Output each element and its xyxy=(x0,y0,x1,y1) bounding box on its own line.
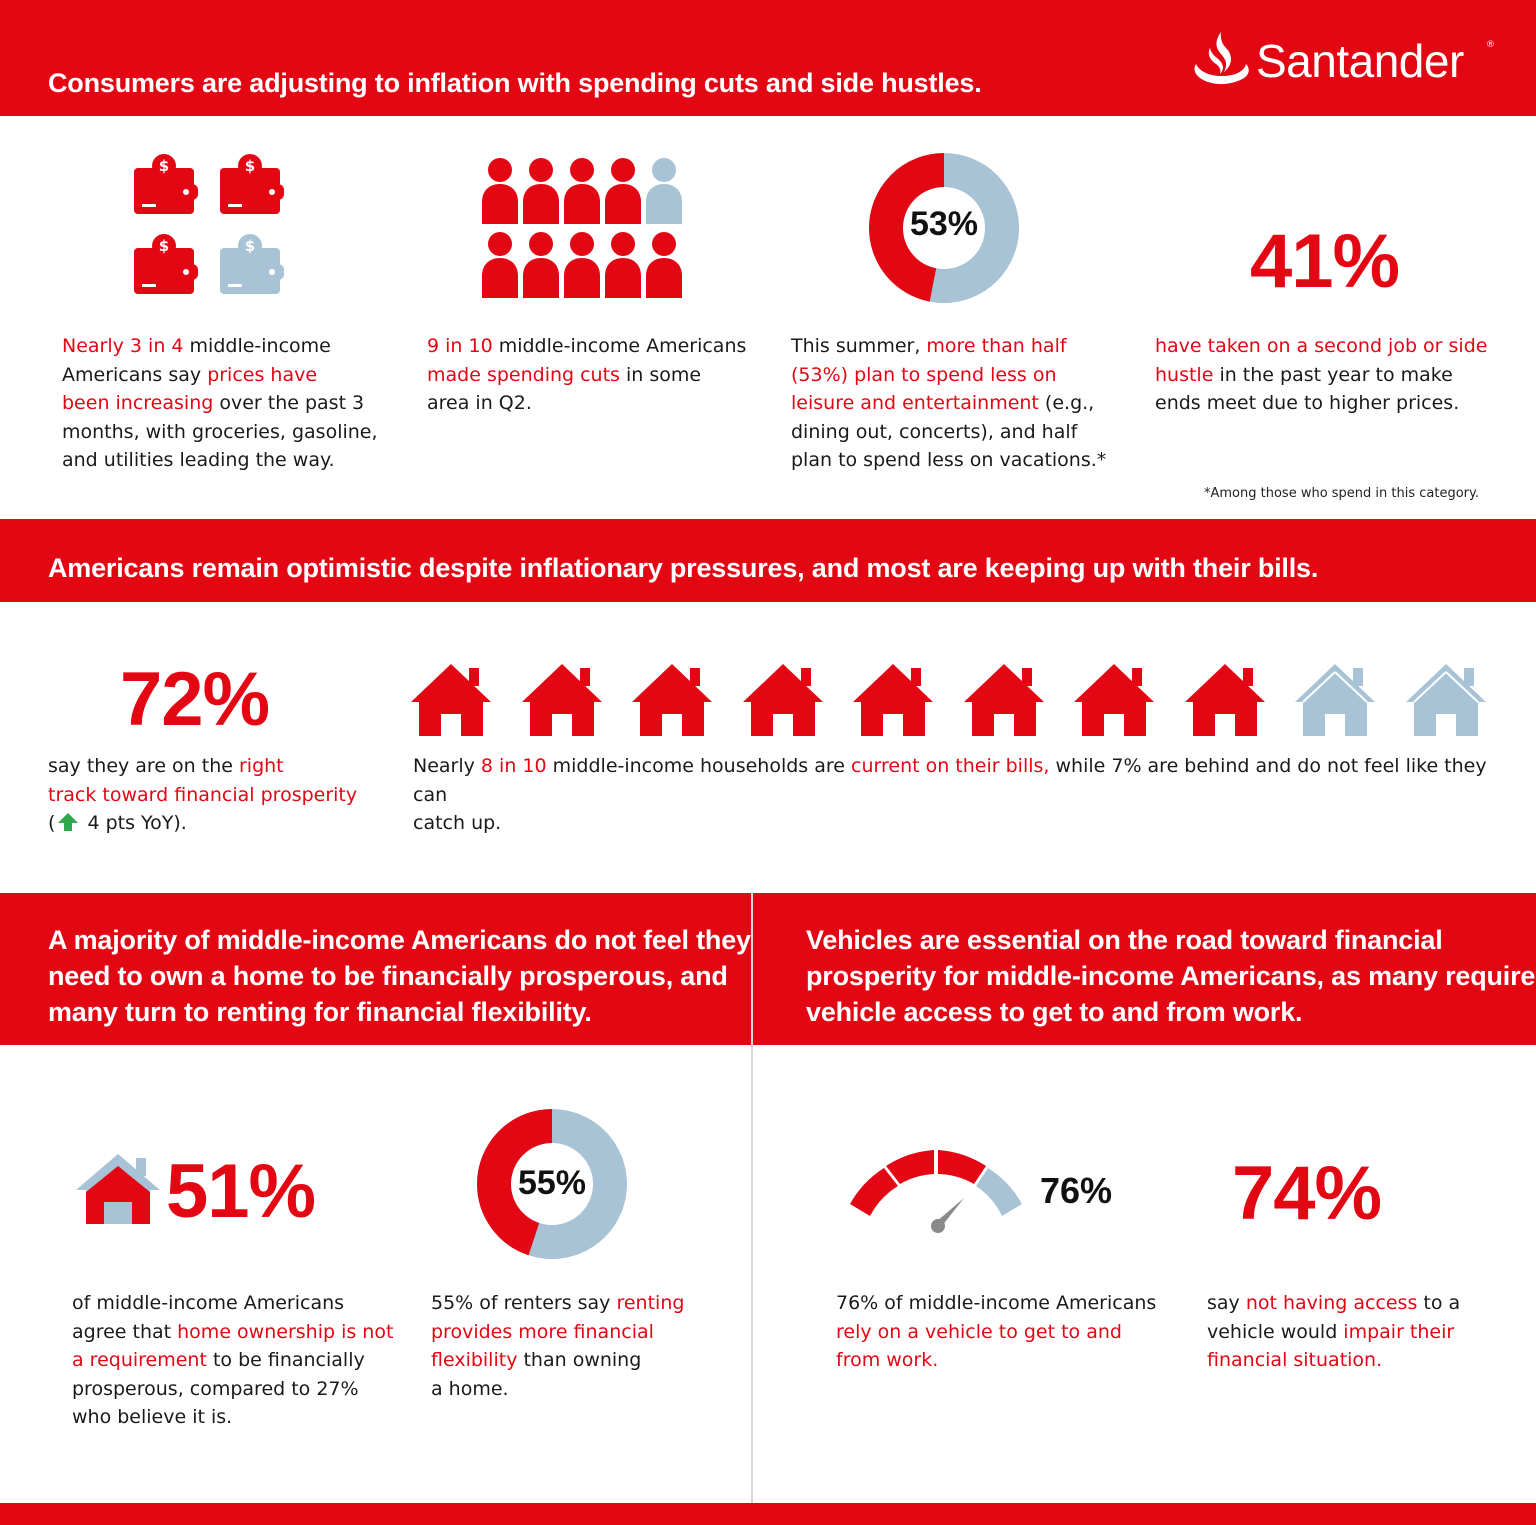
section4-stat2-text: say not having access to a vehicle would… xyxy=(1207,1292,1461,1372)
donut-chart-icon xyxy=(869,153,1019,303)
svg-text:$: $ xyxy=(245,157,255,175)
people-icon-grid xyxy=(480,158,690,300)
wallet-icon-grid: $ $ $ $ xyxy=(132,152,286,304)
house-51 xyxy=(76,1152,160,1226)
stat4-text: have taken on a second job or side hustl… xyxy=(1155,335,1488,415)
house-icon xyxy=(411,663,1487,737)
gauge-icon xyxy=(850,1150,1022,1233)
section2-stat1-value: 72% xyxy=(120,657,270,742)
section3-header xyxy=(0,893,751,1045)
section-divider xyxy=(751,893,753,1505)
section1-header xyxy=(0,0,1536,116)
svg-text:$: $ xyxy=(159,237,169,255)
footer-band xyxy=(0,1503,1536,1525)
houses-row xyxy=(411,662,1491,738)
section4-stat1-value: 76% xyxy=(1040,1170,1113,1211)
section3-title: A majority of middle-income Americans do… xyxy=(48,925,751,1027)
flame-icon xyxy=(1194,32,1249,85)
svg-text:$: $ xyxy=(245,237,255,255)
section2-stat2-text: Nearly 8 in 10 middle-income households … xyxy=(413,755,1487,835)
santander-logo: Santander ® xyxy=(1190,26,1500,96)
stat3-text: This summer, more than half (53%) plan t… xyxy=(791,335,1107,472)
donut-53-label: 53% xyxy=(909,205,979,243)
donut-chart-icon xyxy=(477,1109,627,1259)
section2-header xyxy=(0,519,1536,602)
donut-53 xyxy=(868,152,1020,304)
section2-stat1-text: say they are on the right track toward f… xyxy=(48,755,358,835)
section2-title: Americans remain optimistic despite infl… xyxy=(48,553,1319,583)
registered-mark: ® xyxy=(1486,40,1495,50)
section1-title: Consumers are adjusting to inflation wit… xyxy=(48,68,982,98)
section4-stat1-text: 76% of middle-income Americans rely on a… xyxy=(836,1292,1157,1372)
donut-55-label: 55% xyxy=(517,1164,587,1202)
section3-stat1-text: of middle-income Americans agree that ho… xyxy=(72,1292,394,1429)
section4-title: Vehicles are essential on the road towar… xyxy=(806,925,1536,1027)
footnote: *Among those who spend in this category. xyxy=(1204,486,1479,501)
section3-stat1-value: 51% xyxy=(166,1149,316,1234)
stat4-value: 41% xyxy=(1250,219,1400,304)
person-icon xyxy=(482,158,682,298)
house-icon xyxy=(76,1154,160,1224)
stat2-text: 9 in 10 middle-income Americans made spe… xyxy=(427,335,747,415)
wallet-dollar-icon: $ $ $ $ xyxy=(134,154,284,294)
section4-stat2-value: 74% xyxy=(1232,1151,1382,1236)
stat1-text: Nearly 3 in 4 middle-income Americans sa… xyxy=(62,335,378,472)
section3-stat2-text: 55% of renters say renting provides more… xyxy=(431,1292,685,1400)
arrow-up-icon xyxy=(58,813,79,832)
logo-text: Santander xyxy=(1256,35,1464,87)
svg-text:$: $ xyxy=(159,157,169,175)
gauge-76 xyxy=(846,1146,1028,1238)
section4-header xyxy=(753,893,1536,1045)
donut-55 xyxy=(476,1108,628,1260)
